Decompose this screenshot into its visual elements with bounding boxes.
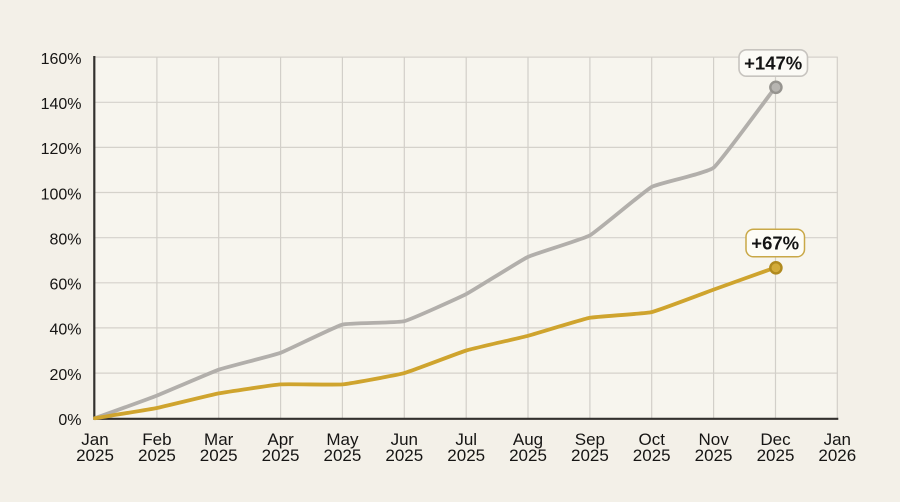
svg-text:0%: 0% — [58, 412, 81, 429]
svg-text:140%: 140% — [41, 96, 82, 113]
svg-text:80%: 80% — [49, 232, 81, 249]
svg-text:20%: 20% — [49, 367, 81, 384]
svg-text:120%: 120% — [41, 141, 82, 158]
svg-text:+147%: +147% — [744, 53, 802, 74]
svg-text:+67%: +67% — [751, 233, 799, 254]
svg-text:100%: 100% — [41, 186, 82, 203]
svg-text:60%: 60% — [49, 277, 81, 294]
svg-text:160%: 160% — [41, 51, 82, 68]
svg-text:40%: 40% — [49, 322, 81, 339]
